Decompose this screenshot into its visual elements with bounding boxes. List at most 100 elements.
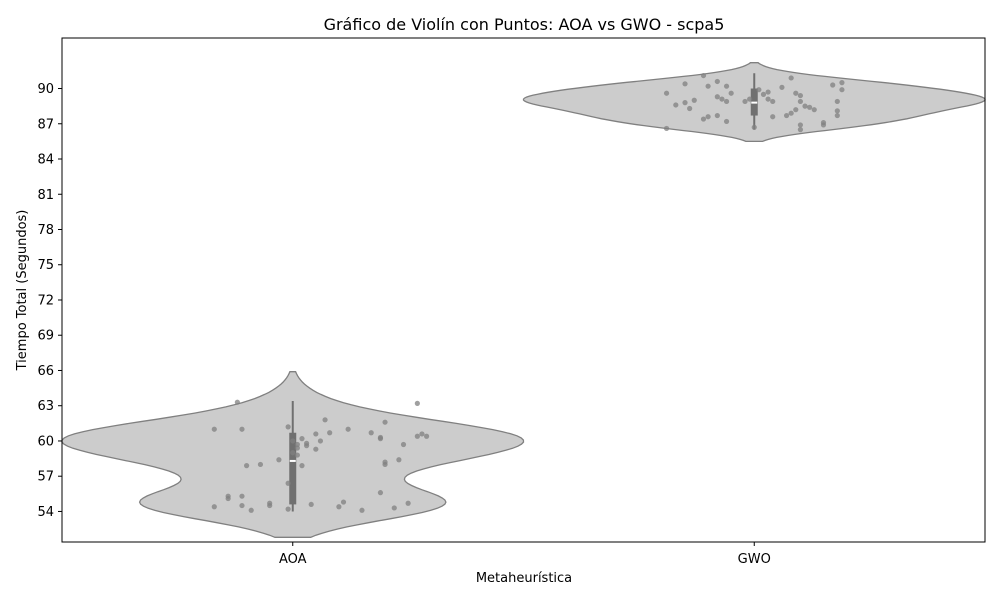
plot-area: 54 57 60 63 66 69 72 75 78 81 84 87 90 AOA GWO (37, 37, 986, 567)
y-tick-label: 57 (37, 470, 54, 485)
y-tick-label: 60 (37, 434, 54, 449)
x-tick-label-gwo: GWO (738, 552, 771, 567)
data-point (802, 103, 808, 109)
y-tick-label: 81 (37, 188, 54, 203)
data-point (290, 450, 296, 456)
data-point (797, 98, 804, 105)
y-tick-label: 84 (37, 153, 54, 168)
data-point (267, 502, 273, 509)
y-tick-label: 66 (37, 364, 54, 379)
data-point (225, 493, 231, 499)
data-point (294, 452, 300, 458)
data-point (673, 102, 679, 108)
y-tick-label: 72 (37, 293, 54, 308)
data-point (414, 433, 420, 439)
data-point (239, 426, 245, 432)
data-point (663, 125, 670, 132)
data-point (423, 433, 430, 439)
data-point (687, 105, 693, 112)
violin-group-aoa (61, 371, 525, 538)
data-point (396, 457, 402, 463)
data-point (682, 100, 688, 106)
data-point (285, 506, 291, 512)
data-point (276, 457, 282, 463)
data-point (345, 426, 351, 432)
data-point (400, 441, 407, 448)
data-point (728, 90, 734, 96)
data-point (244, 463, 250, 469)
data-point (405, 500, 411, 506)
data-point (317, 438, 324, 444)
y-tick-label: 63 (37, 399, 54, 414)
data-point (760, 91, 767, 97)
data-point (839, 87, 845, 93)
y-tick-label: 90 (37, 82, 54, 97)
data-point (788, 75, 794, 81)
data-point (719, 96, 725, 102)
data-point (765, 89, 771, 95)
data-point (797, 92, 804, 99)
data-point (239, 493, 245, 499)
data-point (308, 501, 314, 508)
data-point (234, 399, 240, 405)
data-point (299, 436, 305, 442)
data-point (723, 83, 730, 89)
data-point (682, 81, 688, 87)
y-tick-label: 69 (37, 329, 54, 344)
data-point (756, 87, 762, 93)
data-point (783, 112, 790, 119)
data-point (751, 124, 757, 130)
data-point (797, 122, 804, 128)
data-point (327, 430, 333, 436)
data-point (779, 84, 785, 90)
y-tick-label: 87 (37, 117, 54, 132)
data-point (257, 461, 264, 468)
data-point (419, 431, 425, 437)
data-point (723, 98, 730, 105)
y-tick-label: 78 (37, 223, 54, 238)
data-point (285, 480, 291, 486)
data-point (839, 80, 845, 86)
data-point (299, 463, 305, 469)
data-point (382, 459, 388, 465)
data-point (797, 127, 804, 133)
data-point (820, 122, 827, 128)
data-point (294, 445, 300, 451)
data-point (313, 431, 319, 437)
data-point (793, 107, 799, 113)
data-point (691, 97, 697, 103)
x-axis-label: Metaheurística (476, 571, 572, 586)
data-point (788, 110, 794, 116)
data-point (340, 499, 347, 505)
data-point (303, 440, 310, 446)
data-point (747, 96, 753, 102)
data-point (723, 118, 730, 125)
data-point (414, 400, 420, 406)
y-tick-label: 54 (37, 505, 54, 520)
data-point (663, 90, 670, 96)
data-point (368, 430, 374, 436)
data-point (714, 78, 720, 85)
y-tick-label: 75 (37, 258, 54, 273)
data-point (377, 490, 384, 496)
data-point (359, 507, 365, 513)
violin-group-gwo (522, 62, 986, 143)
data-point (285, 424, 291, 430)
chart-title: Gráfico de Violín con Puntos: AOA vs GWO… (324, 15, 725, 34)
x-tick-label-aoa: AOA (279, 552, 307, 567)
data-point (211, 426, 217, 432)
data-point (765, 96, 771, 102)
data-point (793, 90, 799, 96)
axes-frame (61, 37, 986, 543)
data-point (714, 112, 720, 119)
data-point (336, 504, 342, 510)
data-point (830, 82, 836, 88)
data-point (834, 98, 840, 105)
data-point (705, 114, 711, 120)
data-point (705, 83, 711, 89)
data-point (834, 108, 840, 114)
data-point (742, 98, 748, 105)
data-point (700, 116, 707, 122)
data-point (377, 436, 384, 442)
data-point (770, 98, 776, 105)
